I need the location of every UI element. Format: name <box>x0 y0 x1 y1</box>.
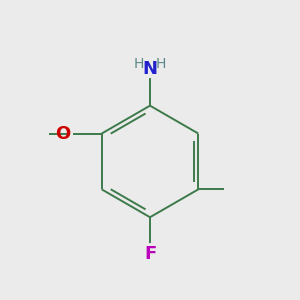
Text: H: H <box>134 57 144 71</box>
Text: H: H <box>156 57 166 71</box>
Text: O: O <box>56 124 71 142</box>
Text: N: N <box>142 60 158 78</box>
Text: F: F <box>144 245 156 263</box>
